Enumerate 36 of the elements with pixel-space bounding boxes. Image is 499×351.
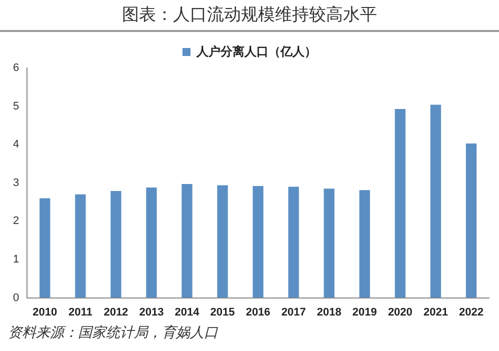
legend-label: 人户分离人口（亿人）: [196, 44, 316, 58]
chart-title: 图表：人口流动规模维持较高水平: [0, 0, 499, 32]
bar: [394, 108, 406, 298]
x-tick-label: 2017: [281, 306, 306, 318]
bar: [110, 190, 122, 298]
x-tick-label: 2019: [352, 306, 377, 318]
bar: [146, 187, 157, 298]
y-tick-label: 2: [12, 215, 20, 228]
x-tick-label: 2010: [32, 306, 58, 318]
y-tick-label: 1: [12, 254, 20, 266]
x-tick-label: 2013: [139, 306, 164, 318]
bar: [75, 194, 86, 298]
bar: [288, 186, 299, 298]
text: 资料来源：国家统计局，育娲人口: [8, 324, 218, 342]
x-tick-label: 2011: [68, 306, 92, 318]
bar: [466, 143, 477, 298]
x-tick-label: 2022: [458, 306, 484, 318]
x-tick-label: 2020: [388, 306, 412, 318]
y-tick-label: 5: [12, 100, 20, 112]
bar: [40, 198, 50, 298]
bar: [430, 104, 442, 298]
x-tick-label: 2014: [174, 306, 200, 318]
y-tick-label: 0: [12, 292, 20, 304]
y-tick-label: 4: [12, 138, 20, 151]
y-tick-label: 3: [12, 176, 20, 189]
x-tick-label: 2021: [423, 306, 448, 318]
bar: [217, 185, 228, 298]
x-tick-label: 2016: [246, 306, 270, 318]
y-tick-label: 6: [12, 62, 20, 74]
x-tick-label: 2012: [104, 306, 128, 318]
bar: [324, 188, 334, 298]
bar: [182, 184, 192, 298]
x-tick-label: 2015: [210, 306, 235, 318]
x-tick-label: 2018: [316, 306, 342, 318]
bar: [359, 190, 370, 298]
bar: [252, 186, 264, 298]
